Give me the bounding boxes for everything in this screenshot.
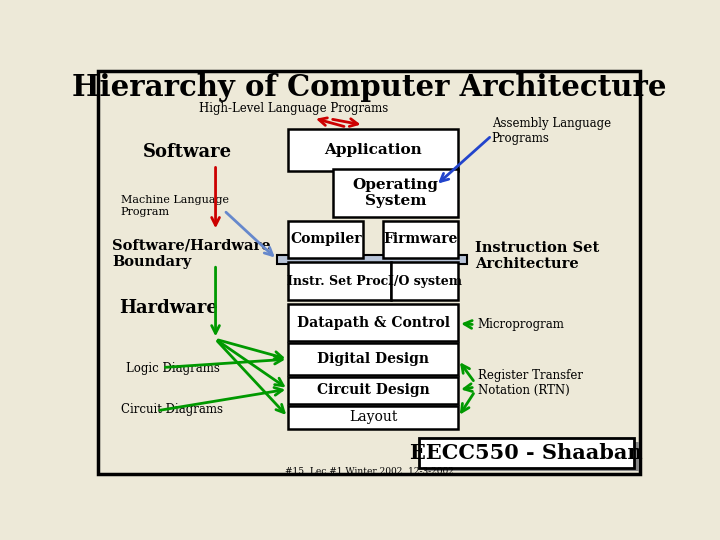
Text: Microprogram: Microprogram: [478, 318, 564, 331]
Text: Machine Language
Program: Machine Language Program: [121, 195, 229, 217]
Text: Operating
System: Operating System: [353, 178, 438, 208]
Bar: [392, 262, 458, 300]
Text: Hardware: Hardware: [119, 299, 217, 317]
Text: Software: Software: [143, 143, 233, 161]
Text: Instruction Set
Architecture: Instruction Set Architecture: [475, 241, 599, 271]
Text: Application: Application: [324, 143, 422, 157]
Bar: [423, 442, 639, 471]
Text: Circuit Diagrams: Circuit Diagrams: [121, 403, 222, 416]
Text: EECC550 - Shaaban: EECC550 - Shaaban: [410, 443, 643, 463]
Text: Digital Design: Digital Design: [318, 352, 429, 366]
Text: I/O system: I/O system: [388, 274, 462, 287]
Text: Layout: Layout: [349, 410, 397, 424]
Text: Compiler: Compiler: [290, 232, 361, 246]
Bar: [288, 304, 458, 341]
Text: Hierarchy of Computer Architecture: Hierarchy of Computer Architecture: [72, 73, 666, 102]
Bar: [333, 168, 459, 217]
Bar: [277, 255, 467, 265]
Text: Assembly Language
Programs: Assembly Language Programs: [492, 117, 611, 145]
Bar: [288, 377, 458, 404]
Bar: [383, 221, 458, 258]
Bar: [288, 343, 458, 375]
Text: Software/Hardware
Boundary: Software/Hardware Boundary: [112, 239, 271, 269]
FancyBboxPatch shape: [99, 71, 639, 474]
Bar: [288, 221, 364, 258]
Bar: [288, 262, 392, 300]
Text: Firmware: Firmware: [384, 232, 458, 246]
Text: Datapath & Control: Datapath & Control: [297, 315, 450, 329]
Bar: [288, 406, 458, 429]
Text: Circuit Design: Circuit Design: [317, 383, 430, 397]
Text: Instr. Set Proc.: Instr. Set Proc.: [287, 274, 392, 287]
Text: High-Level Language Programs: High-Level Language Programs: [199, 102, 388, 115]
Text: Register Transfer
Notation (RTN): Register Transfer Notation (RTN): [478, 369, 582, 397]
Bar: [288, 129, 458, 171]
Text: Logic Diagrams: Logic Diagrams: [126, 362, 220, 375]
Text: #15  Lec #1 Winter 2002  12-3-2002: #15 Lec #1 Winter 2002 12-3-2002: [284, 467, 454, 476]
Bar: [419, 438, 634, 468]
